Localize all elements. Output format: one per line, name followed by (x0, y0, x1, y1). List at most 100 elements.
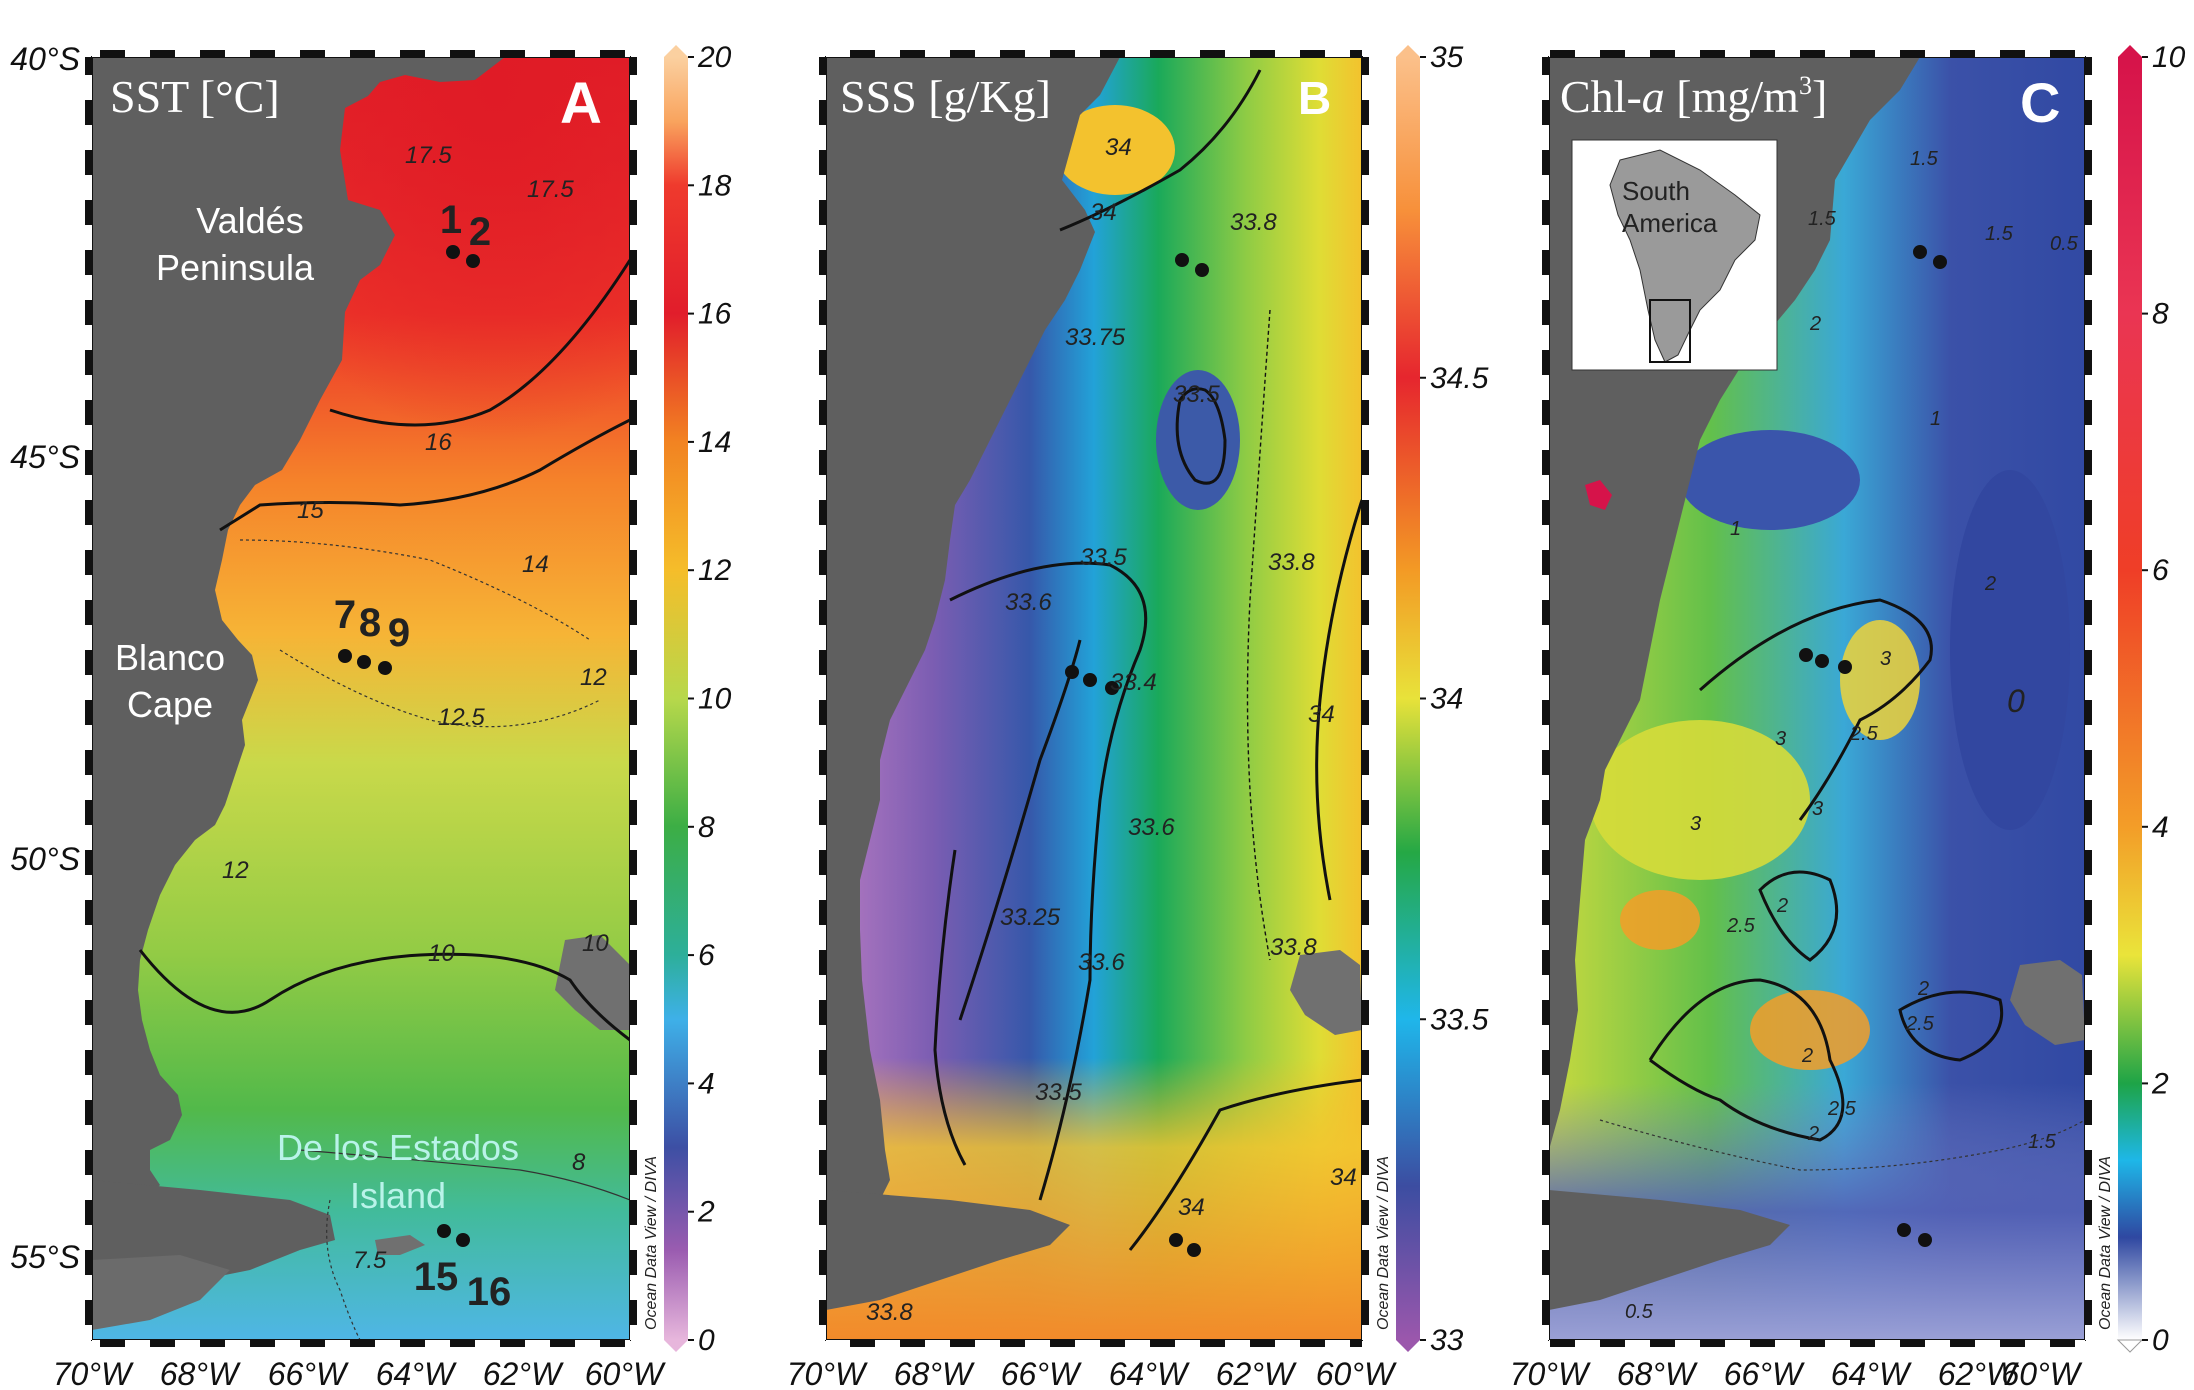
panel-c-bloom (1750, 990, 1870, 1070)
panel-b-contour-33-8 (1246, 309, 1271, 961)
panel-b-left-ticks (819, 57, 826, 1340)
colorbar-a-top-arrow (664, 45, 688, 57)
contour-label: 33.6 (1078, 949, 1125, 976)
station-marker (1175, 253, 1189, 267)
panel-c-red-islet (1585, 480, 1612, 510)
contour-label: 17.5 (527, 176, 574, 203)
south-america-inset: South America (1571, 139, 1778, 371)
contour-label: 33.25 (1000, 904, 1061, 931)
panel-c-left-ticks (1542, 57, 1549, 1340)
colorbar-b-credit: Ocean Data View / DIVA (1375, 1156, 1392, 1330)
colorbar-tick-label: 6 (698, 939, 715, 972)
colorbar-b (1396, 57, 1420, 1340)
contour-label: 34 (1308, 701, 1335, 728)
colorbar-tick-label: 0 (698, 1324, 715, 1357)
station-marker (437, 1224, 451, 1238)
panel-c-contour-2 (1898, 990, 2004, 1062)
lon-label: 68°W (1617, 1356, 1698, 1390)
colorbar-tick-label: 2 (2151, 1067, 2169, 1100)
station-marker (1187, 1243, 1201, 1257)
colorbar-c-ticks: 10 8 6 4 2 0 (2142, 41, 2186, 1357)
colorbar-tick-label: 33.5 (1430, 1003, 1489, 1036)
contour-label: 1 (1930, 408, 1941, 430)
lon-label: 66°W (268, 1356, 349, 1390)
station-marker (1815, 654, 1829, 668)
colorbar-tick-label: 0 (2152, 1324, 2169, 1357)
panel-b: SSS [g/Kg] B 34 34 33.8 33.75 33.5 33.5 … (819, 41, 1489, 1357)
lon-label: 64°W (1831, 1356, 1912, 1390)
contour-label: 2 (1809, 313, 1821, 335)
colorbar-tick-label: 8 (2152, 298, 2169, 331)
panel-c-contour-2 (1758, 870, 1839, 962)
contour-label: 34 (1330, 1164, 1357, 1191)
colorbar-tick-label: 2 (697, 1196, 715, 1229)
contour-label: 1.5 (2028, 1131, 2057, 1153)
lon-label: 64°W (376, 1356, 457, 1390)
contour-label: 33.8 (1230, 209, 1277, 236)
contour-label: 3 (1812, 798, 1823, 820)
colorbar-tick-label: 12 (698, 554, 732, 587)
colorbar-tick-label: 34.5 (1430, 362, 1489, 395)
place-blanco-line1: Blanco (115, 637, 225, 678)
contour-label: 33.6 (1005, 589, 1052, 616)
lon-label: 70°W (787, 1356, 868, 1390)
station-marker (1933, 255, 1947, 269)
panel-b-contour-34-east (1315, 499, 1362, 901)
station-marker (1083, 673, 1097, 687)
contour-label: 2 (1801, 1045, 1813, 1067)
panel-c-contour-1-5 (1599, 1119, 2085, 1171)
colorbar-a (664, 57, 688, 1340)
colorbar-tick-label: 20 (697, 41, 732, 74)
contour-label: 0 (2007, 683, 2025, 719)
station-number: 9 (388, 611, 410, 655)
panel-a-falklands (555, 935, 630, 1030)
panel-a-landmass (92, 57, 505, 1210)
panel-c-contour-2 (1699, 598, 1933, 821)
colorbar-tick-label: 33 (1430, 1324, 1464, 1357)
station-marker (446, 245, 460, 259)
panel-a-contour-7-5 (326, 1199, 361, 1340)
contour-label: 12 (580, 664, 607, 691)
contour-label: 33.8 (866, 1299, 913, 1326)
panel-a-contour-15 (219, 418, 630, 532)
colorbar-a-credit: Ocean Data View / DIVA (643, 1156, 660, 1330)
colorbar-tick-label: 4 (698, 1067, 715, 1100)
lon-label: 70°W (53, 1356, 134, 1390)
station-number: 2 (469, 210, 491, 254)
panel-b-contour-33-6 (949, 561, 1148, 1201)
contour-label: 34 (1178, 1194, 1205, 1221)
contour-label: 2 (1776, 895, 1788, 917)
panel-a-letter: A (560, 71, 602, 136)
contour-label: 1.5 (1910, 148, 1939, 170)
colorbar-b-top-arrow (1396, 45, 1420, 57)
station-marker (1065, 665, 1079, 679)
contour-label: 8 (572, 1149, 586, 1176)
station-marker (1195, 263, 1209, 277)
panel-c-title: Chl-a [mg/m3] (1560, 71, 1827, 122)
contour-label: 3 (1690, 813, 1701, 835)
panel-a-top-ticks (92, 50, 630, 57)
contour-label: 10 (428, 940, 455, 967)
panel-b-landmass (826, 57, 1120, 1210)
station-marker (378, 661, 392, 675)
contour-label: 33.5 (1035, 1079, 1082, 1106)
panel-a-south-islands (92, 1255, 230, 1330)
colorbar-tick-label: 10 (2152, 41, 2186, 74)
lat-label: 50°S (10, 841, 80, 877)
place-estados-line1: De los Estados (277, 1127, 519, 1168)
colorbar-c (2118, 57, 2142, 1340)
place-valdes-line1: Valdés (196, 200, 303, 241)
panel-a-contour-10 (138, 949, 630, 1042)
panel-a-contour-12-5 (279, 649, 601, 728)
contour-label: 2 (1917, 978, 1929, 1000)
panel-c-top-ticks (1549, 50, 2085, 57)
panel-b-tierra-del-fuego (826, 1190, 1070, 1310)
lon-label: 60°W (2001, 1356, 2082, 1390)
panel-b-contour-west (933, 849, 967, 1166)
colorbar-b-bottom-arrow (1396, 1340, 1420, 1352)
contour-label: 2.5 (1827, 1098, 1857, 1120)
panel-c-right-ticks (2085, 57, 2092, 1340)
colorbar-tick-label: 4 (2152, 811, 2169, 844)
panel-a-title: SST [°C] (110, 71, 280, 122)
